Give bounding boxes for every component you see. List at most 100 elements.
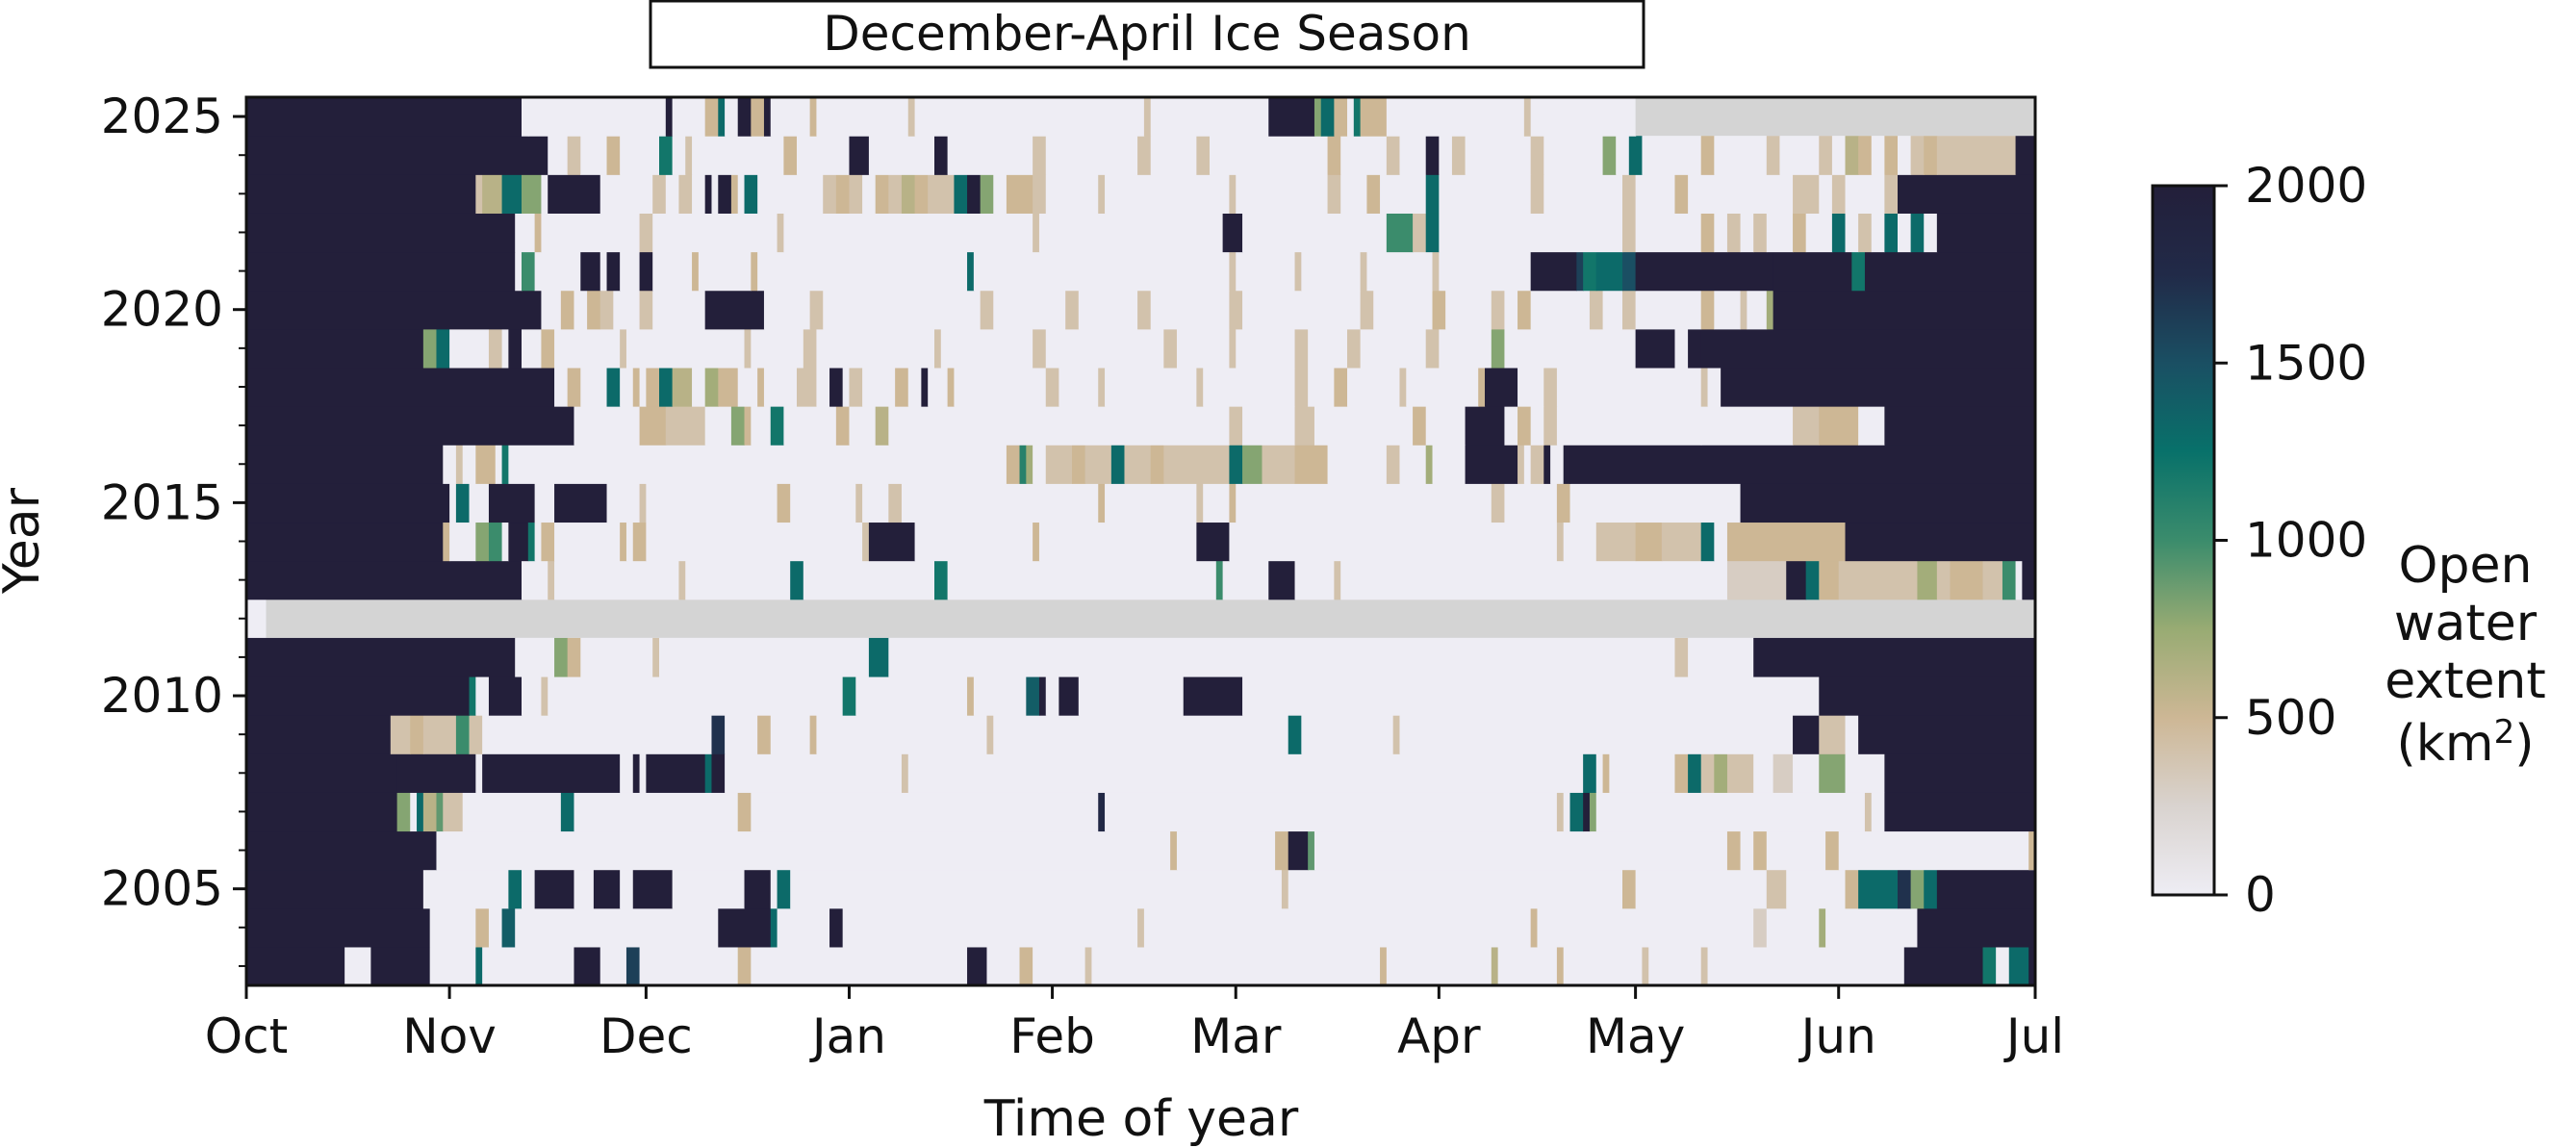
heatmap-cell bbox=[1602, 136, 1617, 175]
heatmap-cell bbox=[757, 174, 824, 214]
heatmap-cell bbox=[1556, 367, 1702, 407]
colorbar-unit-close: ) bbox=[2514, 715, 2534, 773]
heatmap-cell bbox=[1380, 328, 1401, 369]
heatmap-cell bbox=[2022, 560, 2036, 600]
heatmap-cell bbox=[928, 174, 956, 214]
heatmap-cell bbox=[501, 907, 516, 948]
heatmap-cell bbox=[1700, 367, 1709, 407]
heatmap-cell bbox=[1196, 367, 1204, 407]
heatmap-cell bbox=[1105, 367, 1197, 407]
heatmap-cell bbox=[1033, 946, 1086, 986]
heatmap-cell bbox=[1726, 753, 1754, 793]
heatmap-cell bbox=[1583, 753, 1597, 793]
heatmap-cell bbox=[751, 406, 772, 446]
heatmap-cell bbox=[1045, 328, 1164, 369]
heatmap-cell bbox=[632, 869, 674, 909]
heatmap-cell bbox=[593, 869, 621, 909]
heatmap-cell bbox=[429, 946, 476, 986]
heatmap-cell bbox=[921, 367, 929, 407]
heatmap-cell bbox=[1714, 522, 1728, 562]
heatmap-cell bbox=[1058, 676, 1080, 716]
heatmap-cell bbox=[1176, 328, 1231, 369]
heatmap-cell bbox=[1222, 560, 1269, 600]
heatmap-cell bbox=[508, 869, 523, 909]
heatmap-cell bbox=[737, 174, 746, 214]
heatmap-cell bbox=[1019, 946, 1033, 986]
colorbar-label-line-1: Open bbox=[2399, 537, 2533, 595]
heatmap-cell bbox=[1033, 328, 1047, 369]
heatmap-cell bbox=[639, 946, 739, 986]
heatmap-cell bbox=[410, 715, 424, 754]
heatmap-cell bbox=[803, 328, 818, 369]
heatmap-cell bbox=[757, 367, 765, 407]
heatmap-cell bbox=[1793, 213, 1807, 253]
heatmap-cell bbox=[469, 715, 483, 754]
heatmap-cell bbox=[1105, 483, 1197, 523]
heatmap-cell bbox=[1229, 483, 1237, 523]
heatmap-cell bbox=[665, 174, 680, 214]
heatmap-cell bbox=[1884, 136, 1899, 175]
heatmap-row-2004 bbox=[246, 907, 2036, 948]
heatmap-cell bbox=[1793, 753, 1820, 793]
heatmap-cell bbox=[554, 367, 569, 407]
heatmap-cell bbox=[1845, 753, 1885, 793]
colorbar-label-line-2: water bbox=[2394, 595, 2538, 652]
heatmap-cell bbox=[718, 97, 726, 137]
heatmap-cell bbox=[692, 136, 784, 175]
heatmap-cell bbox=[1196, 483, 1204, 523]
heatmap-cell bbox=[1924, 213, 1938, 253]
heatmap-cell bbox=[606, 483, 641, 523]
heatmap-cell bbox=[522, 676, 543, 716]
heatmap-cell bbox=[1360, 328, 1381, 369]
heatmap-cell bbox=[1910, 213, 1925, 253]
heatmap-cell bbox=[1084, 445, 1112, 484]
heatmap-cell bbox=[862, 367, 896, 407]
heatmap-cell bbox=[475, 174, 483, 214]
heatmap-cell bbox=[2002, 560, 2017, 600]
heatmap-cell bbox=[1530, 328, 1558, 369]
heatmap-cell bbox=[672, 869, 746, 909]
heatmap-cell bbox=[711, 174, 719, 214]
heatmap-cell bbox=[567, 136, 581, 175]
x-tick-label: Apr bbox=[1397, 1008, 1481, 1064]
x-tick-label: Jun bbox=[1798, 1008, 1876, 1064]
heatmap-cell bbox=[1504, 406, 1518, 446]
x-tick-label: Dec bbox=[599, 1008, 693, 1064]
colorbar-label-unit: (km2) bbox=[2397, 713, 2535, 773]
heatmap-cell bbox=[1950, 560, 1984, 600]
heatmap-cell bbox=[1045, 445, 1073, 484]
heatmap-cell bbox=[842, 676, 856, 716]
heatmap-cell bbox=[495, 445, 503, 484]
heatmap-cell bbox=[888, 174, 903, 214]
heatmap-cell bbox=[1825, 907, 1919, 948]
heatmap-cell bbox=[672, 97, 706, 137]
heatmap-cell bbox=[1595, 792, 1866, 832]
heatmap-cell bbox=[1176, 830, 1276, 871]
heatmap-cell bbox=[934, 560, 949, 600]
heatmap-cell bbox=[652, 251, 693, 292]
heatmap-cell bbox=[1602, 290, 1623, 330]
heatmap-cell bbox=[1439, 213, 1623, 253]
heatmap-cell bbox=[849, 367, 863, 407]
heatmap-cell bbox=[515, 213, 536, 253]
heatmap-row-2005 bbox=[246, 869, 2036, 909]
heatmap-cell bbox=[455, 483, 471, 523]
heatmap-cell bbox=[1635, 328, 1676, 369]
heatmap-cell bbox=[770, 406, 784, 446]
heatmap-cell bbox=[659, 637, 870, 677]
heatmap-cell bbox=[639, 367, 647, 407]
heatmap-row-2019 bbox=[246, 328, 2036, 369]
heatmap-cell bbox=[508, 522, 529, 562]
heatmap-cell bbox=[1819, 174, 1833, 214]
heatmap-cell bbox=[1924, 869, 1938, 909]
heatmap-cell bbox=[777, 483, 791, 523]
heatmap-cell bbox=[1150, 97, 1269, 137]
heatmap-cell bbox=[725, 753, 903, 793]
heatmap-cell bbox=[665, 97, 674, 137]
heatmap-cell bbox=[475, 676, 490, 716]
heatmap-cell bbox=[1288, 869, 1623, 909]
heatmap-cell bbox=[515, 637, 555, 677]
heatmap-cell bbox=[718, 907, 772, 948]
x-tick-label: Feb bbox=[1009, 1008, 1095, 1064]
colorbar-unit-sup: 2 bbox=[2494, 713, 2515, 752]
